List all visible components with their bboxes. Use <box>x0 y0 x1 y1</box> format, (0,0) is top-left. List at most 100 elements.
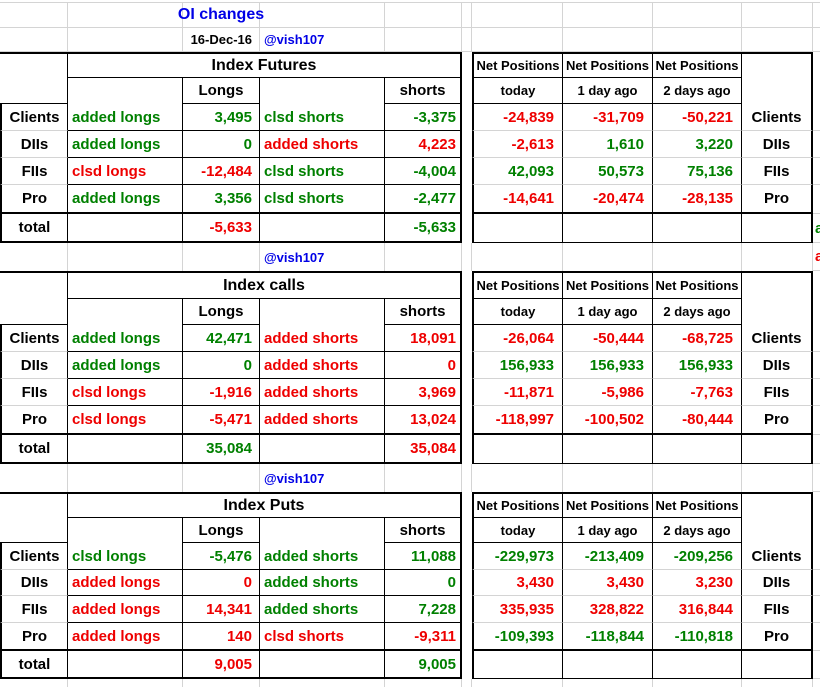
group-label-right-cell[interactable]: Pro <box>742 185 813 214</box>
shorts-header-cell[interactable]: shorts <box>385 78 462 104</box>
empty-cell[interactable] <box>472 464 563 492</box>
empty-cell[interactable] <box>68 464 183 492</box>
total-shorts-cell[interactable]: 35,084 <box>385 435 462 464</box>
net-positions-header-cell[interactable]: Net Positions <box>563 271 653 299</box>
empty-cell[interactable] <box>742 492 813 518</box>
group-label-cell[interactable]: Clients <box>0 104 68 131</box>
empty-cell[interactable] <box>183 243 260 271</box>
total-shorts-cell[interactable]: -5,633 <box>385 214 462 243</box>
empty-cell[interactable] <box>563 464 653 492</box>
net-sub-header-cell[interactable]: today <box>472 78 563 104</box>
short-value-cell[interactable]: -9,311 <box>385 623 462 651</box>
net-today-cell[interactable]: 3,430 <box>472 570 563 596</box>
empty-cell[interactable] <box>385 28 462 52</box>
empty-cell[interactable] <box>0 78 68 104</box>
net-1day-ago-cell[interactable]: -50,444 <box>563 325 653 352</box>
net-1day-ago-cell[interactable]: 328,822 <box>563 596 653 623</box>
empty-cell[interactable] <box>653 28 742 52</box>
net-2days-ago-cell[interactable]: -28,135 <box>653 185 742 214</box>
empty-cell[interactable] <box>68 214 183 243</box>
longs-header-cell[interactable]: Longs <box>183 78 260 104</box>
long-action-cell[interactable]: added longs <box>68 570 183 596</box>
group-label-cell[interactable]: FIIs <box>0 158 68 185</box>
net-today-cell[interactable]: 42,093 <box>472 158 563 185</box>
empty-cell[interactable] <box>0 271 68 299</box>
author-handle-cell[interactable]: @vish107 <box>260 243 385 271</box>
empty-cell[interactable] <box>385 464 462 492</box>
empty-cell[interactable] <box>385 3 462 28</box>
empty-cell[interactable] <box>563 435 653 464</box>
short-action-cell[interactable]: clsd shorts <box>260 185 385 214</box>
empty-cell[interactable] <box>260 214 385 243</box>
empty-cell[interactable] <box>0 518 68 543</box>
group-label-right-cell[interactable]: Clients <box>742 543 813 570</box>
group-label-right-cell[interactable]: Pro <box>742 406 813 435</box>
empty-cell[interactable] <box>653 464 742 492</box>
short-value-cell[interactable]: -4,004 <box>385 158 462 185</box>
short-value-cell[interactable]: 18,091 <box>385 325 462 352</box>
empty-cell[interactable] <box>742 243 813 271</box>
empty-cell[interactable] <box>653 3 742 28</box>
short-value-cell[interactable]: 3,969 <box>385 379 462 406</box>
empty-cell[interactable] <box>462 464 472 492</box>
empty-cell[interactable] <box>653 435 742 464</box>
long-action-cell[interactable]: added longs <box>68 596 183 623</box>
long-action-cell[interactable]: clsd longs <box>68 158 183 185</box>
empty-cell[interactable] <box>563 243 653 271</box>
short-action-cell[interactable]: added shorts <box>260 379 385 406</box>
empty-cell[interactable] <box>0 299 68 325</box>
total-longs-cell[interactable]: 35,084 <box>183 435 260 464</box>
total-shorts-cell[interactable]: 9,005 <box>385 651 462 679</box>
net-1day-ago-cell[interactable]: -5,986 <box>563 379 653 406</box>
empty-cell[interactable] <box>742 435 813 464</box>
net-1day-ago-cell[interactable]: 1,610 <box>563 131 653 158</box>
net-2days-ago-cell[interactable]: -80,444 <box>653 406 742 435</box>
short-action-cell[interactable]: added shorts <box>260 596 385 623</box>
long-value-cell[interactable]: 3,356 <box>183 185 260 214</box>
empty-cell[interactable] <box>0 464 68 492</box>
empty-cell[interactable] <box>68 651 183 679</box>
net-today-cell[interactable]: 335,935 <box>472 596 563 623</box>
empty-cell[interactable] <box>68 243 183 271</box>
long-action-cell[interactable]: added longs <box>68 325 183 352</box>
group-label-cell[interactable]: Pro <box>0 623 68 651</box>
empty-cell[interactable] <box>0 3 68 28</box>
empty-cell[interactable] <box>742 651 813 679</box>
empty-cell[interactable] <box>68 78 183 104</box>
net-2days-ago-cell[interactable]: 156,933 <box>653 352 742 379</box>
net-sub-header-cell[interactable]: 1 day ago <box>563 78 653 104</box>
section-title-cell[interactable]: Index Futures <box>68 52 462 78</box>
group-label-cell[interactable]: Pro <box>0 185 68 214</box>
group-label-cell[interactable]: Clients <box>0 325 68 352</box>
group-label-cell[interactable]: FIIs <box>0 379 68 406</box>
long-value-cell[interactable]: -5,476 <box>183 543 260 570</box>
short-value-cell[interactable]: 13,024 <box>385 406 462 435</box>
group-label-right-cell[interactable]: FIIs <box>742 158 813 185</box>
empty-cell[interactable] <box>462 3 472 28</box>
net-today-cell[interactable]: -14,641 <box>472 185 563 214</box>
long-value-cell[interactable]: 0 <box>183 570 260 596</box>
empty-cell[interactable] <box>472 651 563 679</box>
net-2days-ago-cell[interactable]: 316,844 <box>653 596 742 623</box>
net-today-cell[interactable]: -229,973 <box>472 543 563 570</box>
empty-cell[interactable] <box>653 214 742 243</box>
long-value-cell[interactable]: 14,341 <box>183 596 260 623</box>
empty-cell[interactable] <box>742 214 813 243</box>
empty-cell[interactable] <box>260 651 385 679</box>
net-positions-header-cell[interactable]: Net Positions <box>653 52 742 78</box>
empty-cell[interactable] <box>563 28 653 52</box>
author-handle-cell[interactable]: @vish107 <box>260 464 385 492</box>
long-action-cell[interactable]: added longs <box>68 352 183 379</box>
long-value-cell[interactable]: 0 <box>183 131 260 158</box>
group-label-cell[interactable]: FIIs <box>0 596 68 623</box>
empty-cell[interactable] <box>260 299 385 325</box>
net-sub-header-cell[interactable]: today <box>472 518 563 543</box>
net-today-cell[interactable]: -109,393 <box>472 623 563 651</box>
longs-header-cell[interactable]: Longs <box>183 518 260 543</box>
total-longs-cell[interactable]: -5,633 <box>183 214 260 243</box>
total-longs-cell[interactable]: 9,005 <box>183 651 260 679</box>
long-value-cell[interactable]: -12,484 <box>183 158 260 185</box>
shorts-header-cell[interactable]: shorts <box>385 299 462 325</box>
short-action-cell[interactable]: clsd shorts <box>260 623 385 651</box>
long-action-cell[interactable]: clsd longs <box>68 543 183 570</box>
